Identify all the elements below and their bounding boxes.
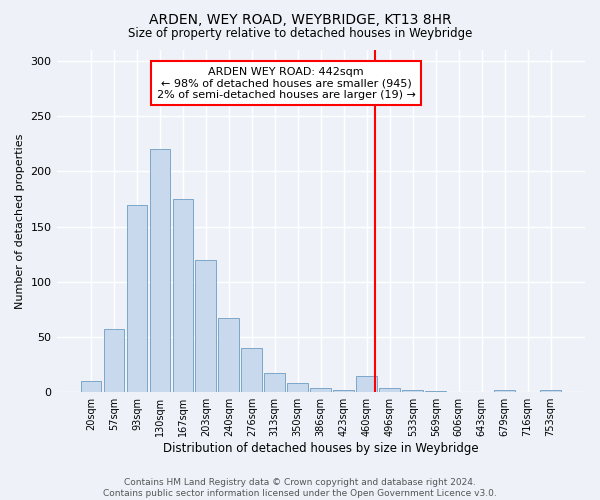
Bar (540, 390, 561, 392)
Bar (494, 390, 515, 392)
Bar (334, 390, 354, 392)
Bar (127, 204, 147, 392)
Bar (104, 330, 124, 392)
Bar (173, 199, 193, 392)
Bar (218, 318, 239, 392)
Bar (196, 260, 216, 392)
Text: Contains HM Land Registry data © Crown copyright and database right 2024.
Contai: Contains HM Land Registry data © Crown c… (103, 478, 497, 498)
Bar (265, 374, 285, 392)
Bar (403, 390, 423, 392)
Bar (149, 150, 170, 392)
Bar (241, 348, 262, 392)
X-axis label: Distribution of detached houses by size in Weybridge: Distribution of detached houses by size … (163, 442, 479, 455)
Bar (356, 376, 377, 392)
Bar (310, 388, 331, 392)
Text: ARDEN, WEY ROAD, WEYBRIDGE, KT13 8HR: ARDEN, WEY ROAD, WEYBRIDGE, KT13 8HR (149, 12, 451, 26)
Text: ARDEN WEY ROAD: 442sqm
← 98% of detached houses are smaller (945)
2% of semi-det: ARDEN WEY ROAD: 442sqm ← 98% of detached… (157, 66, 416, 100)
Y-axis label: Number of detached properties: Number of detached properties (15, 134, 25, 309)
Bar (287, 384, 308, 392)
Text: Size of property relative to detached houses in Weybridge: Size of property relative to detached ho… (128, 28, 472, 40)
Bar (425, 391, 446, 392)
Bar (80, 381, 101, 392)
Bar (379, 388, 400, 392)
